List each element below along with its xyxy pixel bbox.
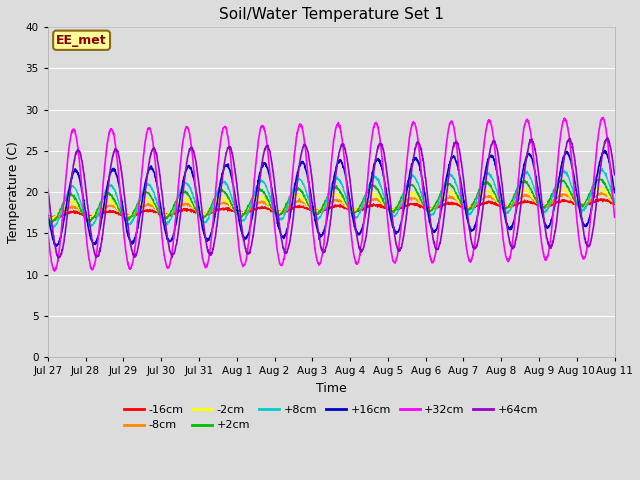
-2cm: [44, 214, 52, 219]
-16cm: [202, 211, 210, 216]
-8cm: [360, 204, 368, 209]
+64cm: [611, 172, 618, 178]
+8cm: [561, 169, 568, 175]
+64cm: [561, 151, 568, 157]
+16cm: [44, 211, 52, 217]
+2cm: [47, 220, 55, 226]
Line: +64cm: +64cm: [48, 138, 614, 258]
+8cm: [598, 166, 606, 171]
-16cm: [598, 196, 605, 202]
-16cm: [611, 202, 618, 207]
+8cm: [44, 216, 52, 222]
+32cm: [44, 229, 52, 235]
-16cm: [561, 198, 568, 204]
-2cm: [49, 217, 56, 223]
X-axis label: Time: Time: [316, 382, 347, 395]
-8cm: [577, 203, 584, 208]
+16cm: [202, 237, 210, 242]
-8cm: [611, 199, 618, 205]
+2cm: [202, 212, 210, 217]
-2cm: [202, 210, 210, 216]
+16cm: [348, 209, 356, 215]
+16cm: [611, 190, 618, 195]
+64cm: [496, 167, 504, 172]
-8cm: [496, 201, 504, 207]
+32cm: [577, 246, 584, 252]
+2cm: [611, 200, 618, 205]
Line: +2cm: +2cm: [48, 179, 614, 223]
-8cm: [348, 206, 356, 212]
-16cm: [348, 206, 356, 212]
+32cm: [348, 238, 356, 243]
+64cm: [54, 255, 62, 261]
-2cm: [348, 208, 356, 214]
+32cm: [496, 205, 504, 211]
-8cm: [49, 216, 57, 222]
Legend: -16cm, -8cm, -2cm, +2cm, +8cm, +16cm, +32cm, +64cm: -16cm, -8cm, -2cm, +2cm, +8cm, +16cm, +3…: [120, 400, 543, 435]
Line: +32cm: +32cm: [48, 118, 614, 271]
Line: +16cm: +16cm: [48, 150, 614, 246]
-16cm: [496, 204, 504, 209]
+2cm: [496, 202, 504, 207]
+64cm: [202, 240, 210, 245]
Line: +8cm: +8cm: [48, 168, 614, 228]
Line: -2cm: -2cm: [48, 187, 614, 220]
+16cm: [600, 147, 608, 153]
+32cm: [600, 115, 607, 120]
+2cm: [360, 194, 368, 200]
-16cm: [360, 206, 368, 212]
Title: Soil/Water Temperature Set 1: Soil/Water Temperature Set 1: [219, 7, 444, 22]
+2cm: [561, 180, 568, 185]
-16cm: [577, 203, 584, 208]
-2cm: [611, 199, 618, 205]
-2cm: [561, 187, 568, 193]
+64cm: [360, 243, 368, 249]
-8cm: [561, 192, 568, 197]
+32cm: [360, 216, 368, 222]
+32cm: [202, 265, 210, 271]
+32cm: [561, 116, 568, 121]
+16cm: [53, 243, 61, 249]
+8cm: [577, 207, 584, 213]
+64cm: [577, 206, 584, 212]
+16cm: [496, 187, 504, 192]
-2cm: [360, 199, 368, 205]
-2cm: [496, 203, 504, 208]
Text: EE_met: EE_met: [56, 34, 107, 47]
Y-axis label: Temperature (C): Temperature (C): [7, 141, 20, 243]
-16cm: [49, 216, 57, 222]
+8cm: [496, 198, 504, 204]
+8cm: [360, 199, 368, 204]
+16cm: [360, 216, 368, 222]
+8cm: [202, 220, 210, 226]
+64cm: [44, 186, 52, 192]
-8cm: [44, 214, 52, 219]
+32cm: [611, 215, 618, 220]
+8cm: [348, 211, 356, 217]
+8cm: [50, 225, 58, 230]
+16cm: [561, 152, 568, 157]
+64cm: [348, 193, 356, 199]
-8cm: [597, 190, 605, 195]
+8cm: [611, 199, 618, 204]
+64cm: [604, 135, 612, 141]
-2cm: [577, 202, 584, 208]
+2cm: [348, 210, 356, 216]
+16cm: [577, 212, 584, 217]
-2cm: [595, 184, 603, 190]
-8cm: [202, 210, 210, 216]
+2cm: [577, 203, 584, 208]
Line: -16cm: -16cm: [48, 199, 614, 219]
+2cm: [596, 176, 604, 182]
+2cm: [44, 216, 52, 222]
Line: -8cm: -8cm: [48, 192, 614, 219]
-16cm: [44, 213, 52, 218]
+32cm: [51, 268, 58, 274]
